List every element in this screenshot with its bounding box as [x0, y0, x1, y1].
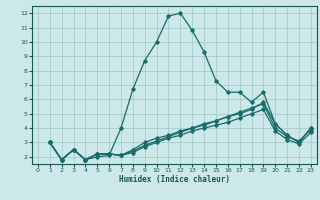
X-axis label: Humidex (Indice chaleur): Humidex (Indice chaleur) — [119, 175, 230, 184]
